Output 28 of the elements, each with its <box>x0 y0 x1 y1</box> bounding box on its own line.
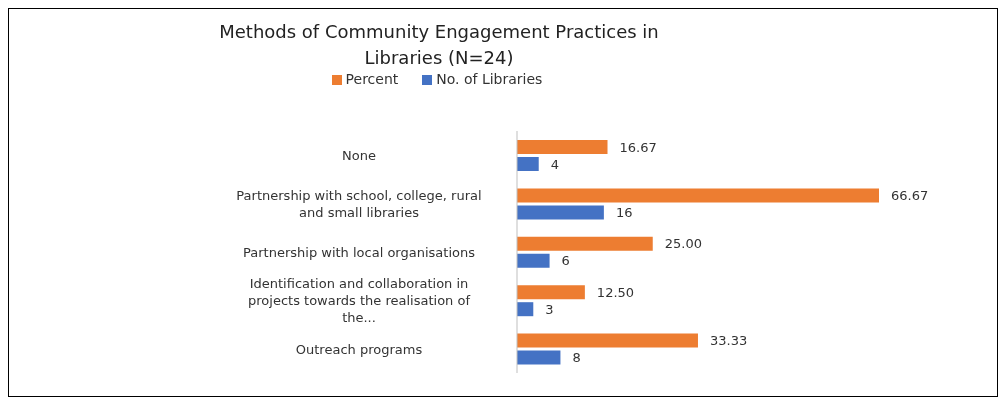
legend-label: No. of Libraries <box>436 71 543 87</box>
bar <box>517 205 604 220</box>
y-tick-label: Partnership with local organisations <box>243 244 476 260</box>
data-label: 3 <box>545 301 554 317</box>
y-tick-label: Identification and collaboration in projects towards the realisation of the... <box>248 275 471 325</box>
bar <box>517 157 539 171</box>
y-tick-label: None <box>342 147 376 163</box>
bar <box>517 350 561 365</box>
data-label: 12.50 <box>596 284 635 300</box>
data-label: 25.00 <box>664 236 702 252</box>
bar <box>517 302 534 317</box>
bar <box>517 333 698 348</box>
data-label: 6 <box>561 253 570 269</box>
y-tick-label: Outreach programs <box>295 341 423 357</box>
bar <box>517 140 608 154</box>
data-label: 66.67 <box>891 187 929 203</box>
bar <box>517 285 585 300</box>
chart-title: Methods of Community Engagement Practices in Libraries (N=24) <box>218 20 660 70</box>
data-label: 33.33 <box>709 333 748 349</box>
legend-label: Percent <box>345 71 399 87</box>
data-label: 16 <box>615 204 633 220</box>
bar <box>517 253 550 268</box>
data-label: 4 <box>550 156 559 172</box>
bar <box>517 236 653 251</box>
y-tick-label: Partnership with school, college, rural and small libraries <box>236 187 482 220</box>
data-label: 16.67 <box>619 139 657 155</box>
bar <box>517 188 879 203</box>
data-label: 8 <box>572 350 581 366</box>
